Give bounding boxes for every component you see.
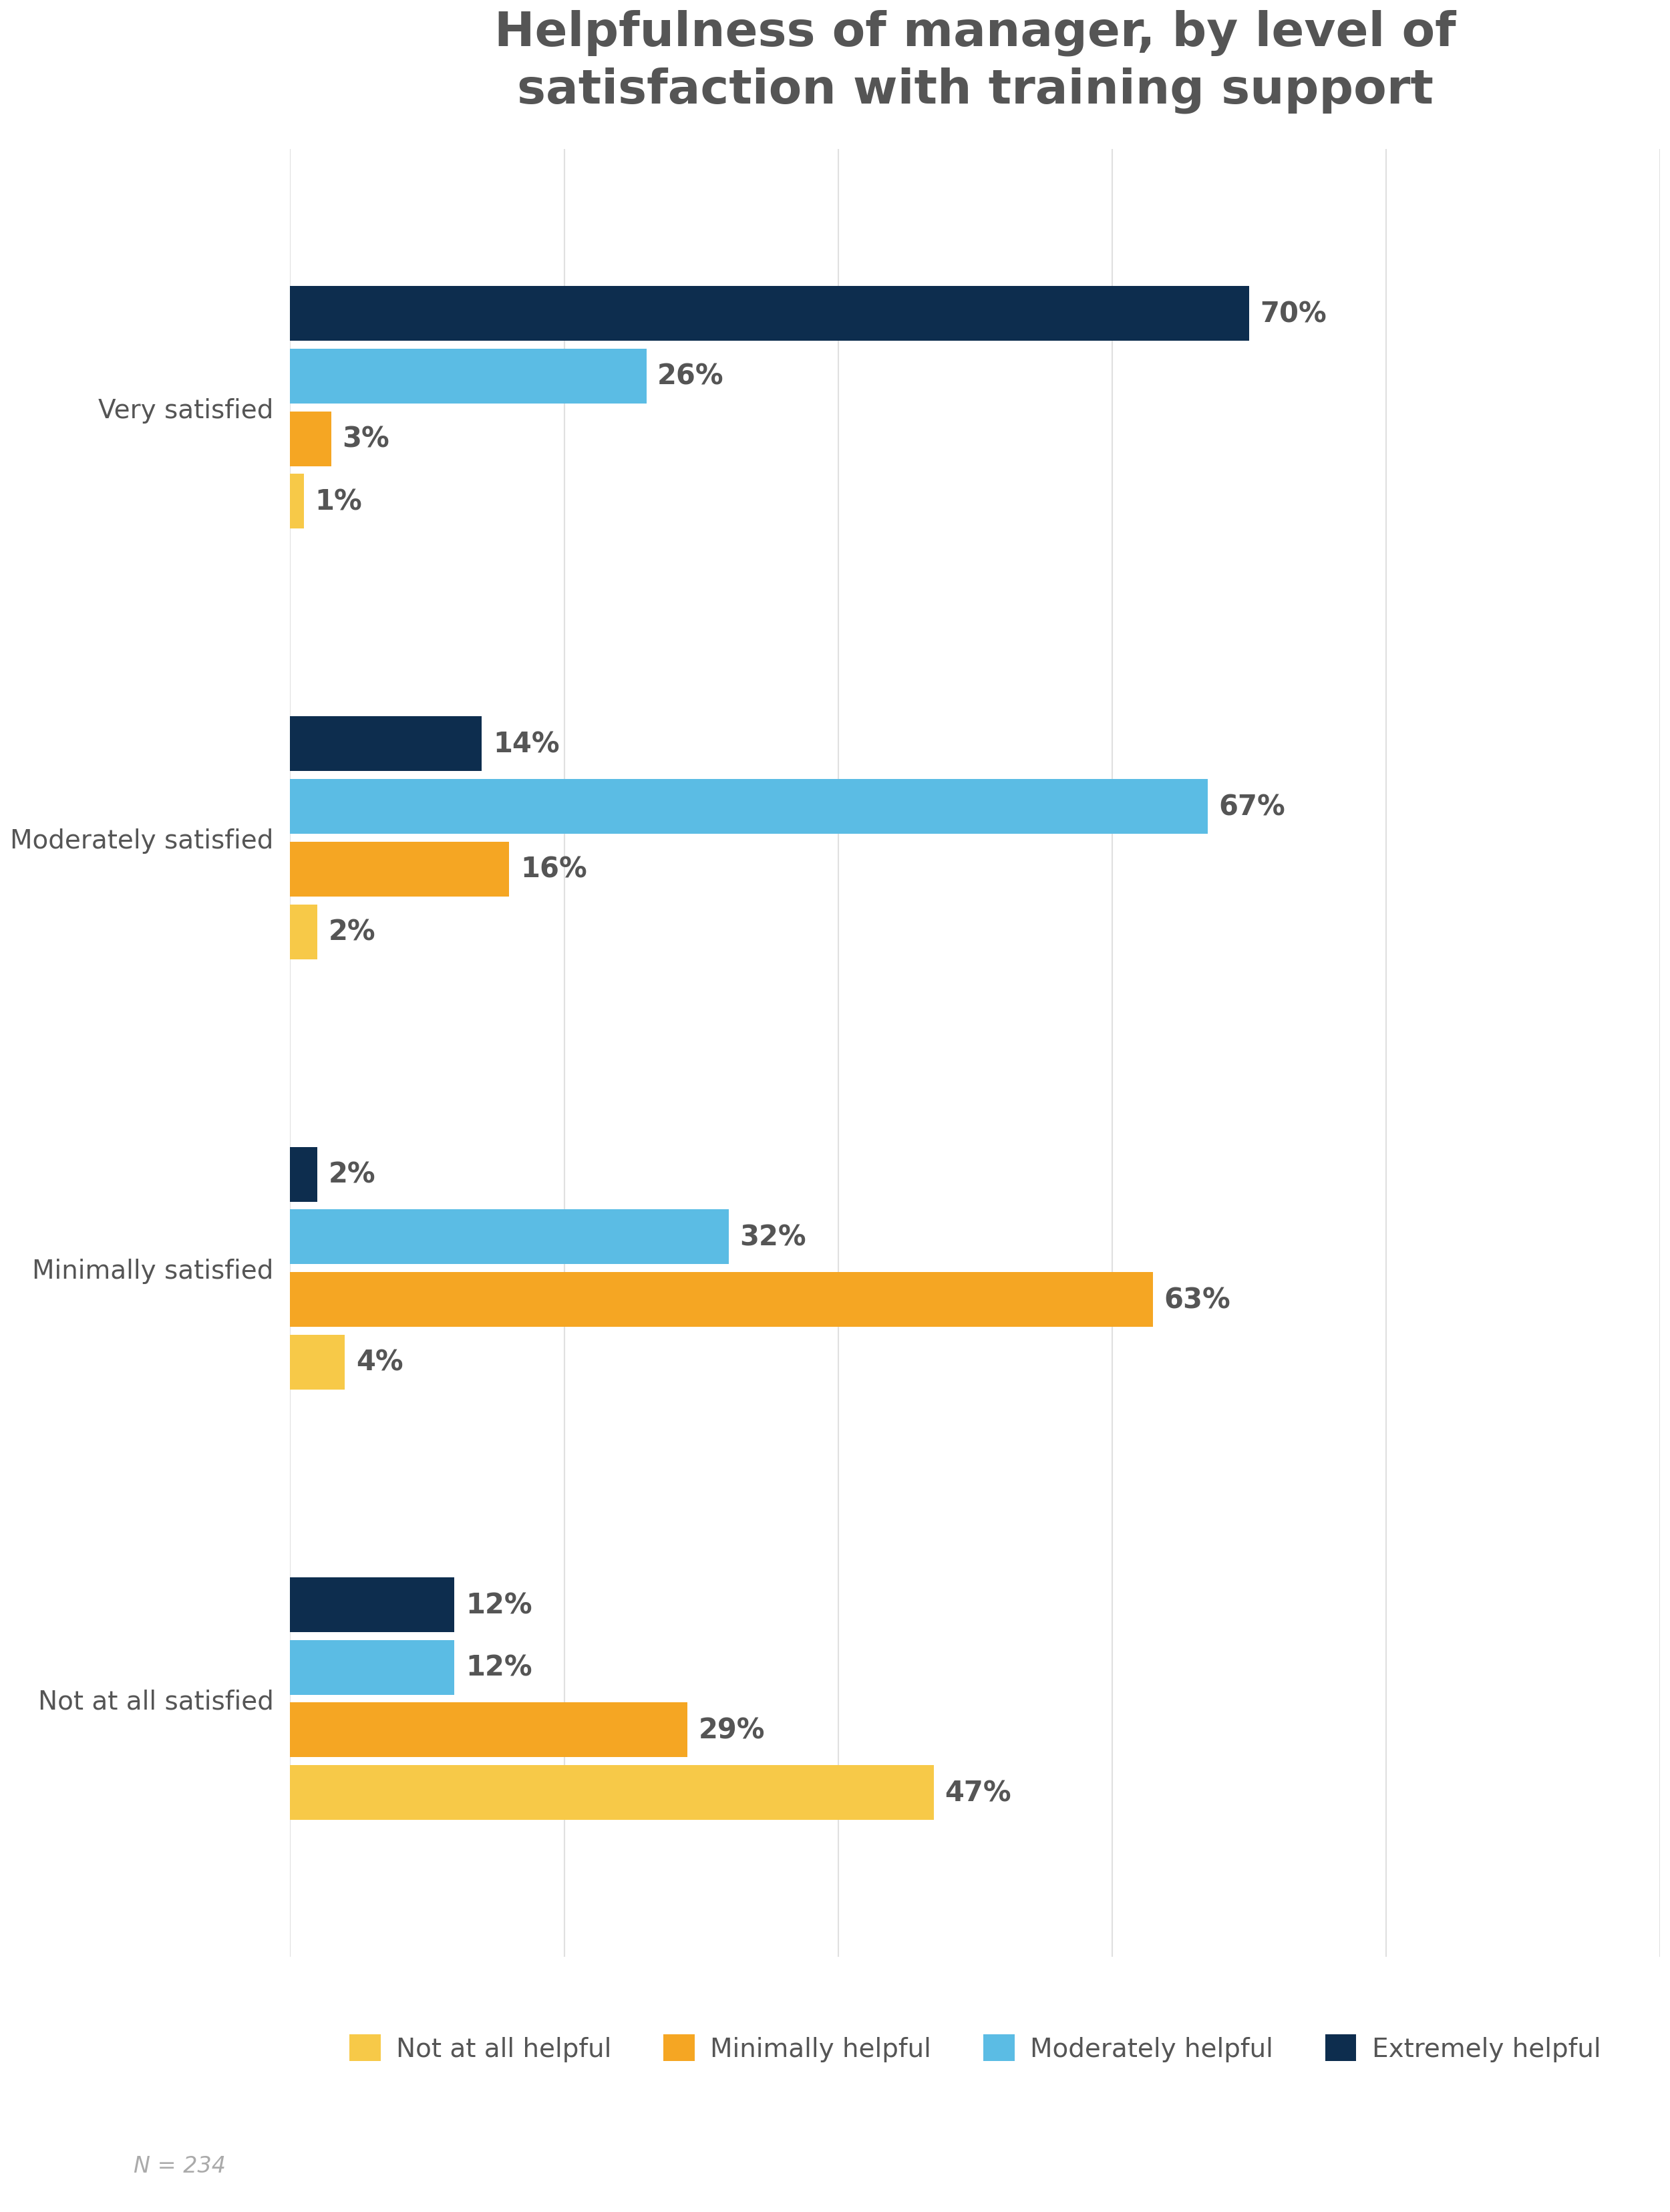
Bar xyxy=(291,349,646,405)
Bar xyxy=(291,1210,728,1265)
Text: 12%: 12% xyxy=(466,1590,533,1619)
Text: 2%: 2% xyxy=(329,1161,376,1188)
Text: 1%: 1% xyxy=(316,487,362,515)
Legend: Not at all helpful, Minimally helpful, Moderately helpful, Extremely helpful: Not at all helpful, Minimally helpful, M… xyxy=(339,2024,1612,2073)
Bar xyxy=(291,905,317,960)
Text: 63%: 63% xyxy=(1164,1285,1231,1314)
Text: 70%: 70% xyxy=(1259,301,1326,327)
Bar xyxy=(291,1272,1154,1327)
Bar xyxy=(291,1639,454,1694)
Bar xyxy=(291,1148,317,1201)
Text: 2%: 2% xyxy=(329,918,376,947)
Bar xyxy=(291,843,509,896)
Bar xyxy=(291,717,483,772)
Text: 32%: 32% xyxy=(740,1223,807,1252)
Text: 67%: 67% xyxy=(1219,792,1286,821)
Text: 16%: 16% xyxy=(521,856,586,883)
Bar xyxy=(291,1577,454,1632)
Bar xyxy=(291,1336,346,1389)
Text: N = 234: N = 234 xyxy=(134,2154,225,2177)
Bar xyxy=(291,473,304,529)
Bar xyxy=(291,288,1249,341)
Title: Helpfulness of manager, by level of
satisfaction with training support: Helpfulness of manager, by level of sati… xyxy=(494,11,1456,113)
Text: 3%: 3% xyxy=(342,425,389,453)
Text: 26%: 26% xyxy=(658,363,723,392)
Bar xyxy=(291,411,331,467)
Bar xyxy=(291,779,1207,834)
Bar xyxy=(291,1703,688,1759)
Text: 47%: 47% xyxy=(945,1778,1012,1807)
Text: 12%: 12% xyxy=(466,1655,533,1681)
Text: 4%: 4% xyxy=(356,1349,402,1376)
Text: 14%: 14% xyxy=(493,730,559,759)
Bar xyxy=(291,1765,934,1820)
Text: 29%: 29% xyxy=(698,1717,765,1743)
